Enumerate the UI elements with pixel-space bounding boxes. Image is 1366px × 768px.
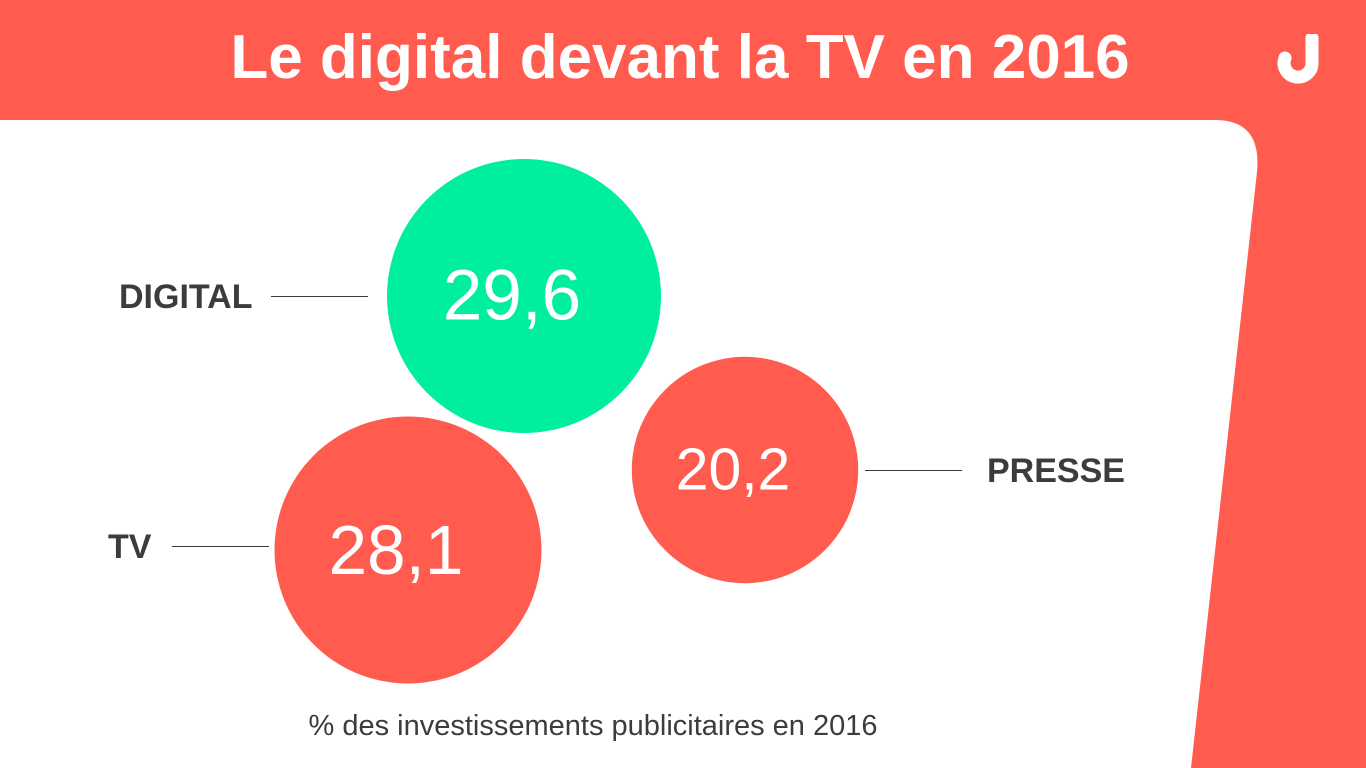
brand-logo-icon: [1277, 34, 1319, 84]
series-label-tv: TV: [108, 528, 152, 566]
leader-line-digital: [271, 296, 368, 297]
page-title: Le digital devant la TV en 2016: [230, 23, 1130, 92]
bubble-value-tv: 28,1: [328, 511, 463, 589]
bubble-value-digital: 29,6: [443, 257, 582, 336]
bubble-value-presse: 20,2: [676, 438, 791, 503]
bubble-tv: [274, 416, 542, 684]
leader-line-tv: [172, 546, 269, 547]
series-label-presse: PRESSE: [987, 452, 1125, 490]
chart-subtitle: % des investissements publicitaires en 2…: [308, 710, 878, 742]
bubble-digital: [387, 159, 661, 433]
bubble-presse: [631, 356, 859, 584]
leader-line-presse: [865, 470, 962, 471]
series-label-digital: DIGITAL: [119, 278, 253, 316]
